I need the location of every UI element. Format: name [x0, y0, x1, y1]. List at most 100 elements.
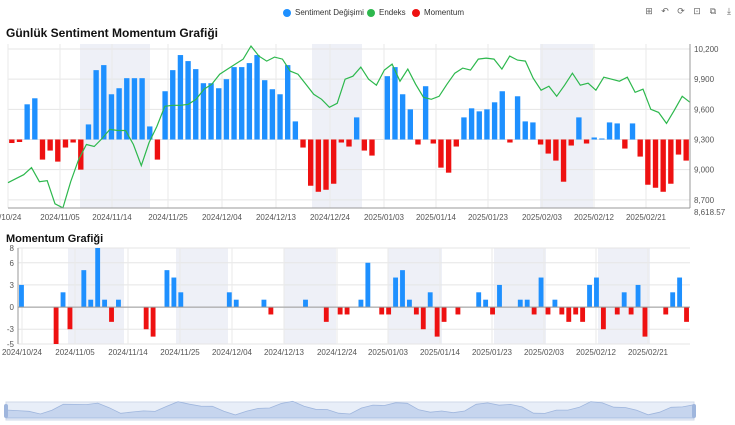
x-tick-label: 2025/02/03: [524, 348, 565, 357]
sentiment-bar: [193, 69, 199, 140]
momentum-positive-bar: [427, 292, 433, 308]
slider-handle-right: [692, 404, 696, 418]
x-tick-label: 2025/01/03: [364, 213, 405, 222]
restore-icon[interactable]: ⟳: [677, 6, 685, 16]
momentum-positive-bar: [621, 292, 627, 308]
y-tick-label: 0: [10, 303, 15, 312]
momentum-bar: [154, 139, 161, 160]
toolbox: ⊞ ↶ ⟳ ⊡ ⧉ ⤓: [644, 6, 734, 16]
momentum-negative-bar: [109, 307, 114, 322]
data-zoom-slider[interactable]: [0, 398, 735, 424]
sentiment-bar: [254, 55, 260, 140]
x-tick-label: 2024/12/04: [212, 348, 253, 357]
y-tick-label: -5: [7, 340, 15, 349]
momentum-positive-bar: [261, 299, 267, 308]
x-tick-label: 2024/12/13: [264, 348, 305, 357]
sentiment-bar: [461, 117, 467, 140]
momentum-negative-bar: [337, 307, 343, 315]
sentiment-bar: [599, 138, 605, 140]
save-image-icon[interactable]: ⤓: [727, 6, 731, 16]
momentum-negative-bar: [490, 307, 495, 315]
sentiment-bar: [131, 78, 138, 140]
sentiment-bar: [231, 67, 237, 140]
momentum-bar: [675, 139, 682, 155]
momentum-bar: [568, 139, 574, 146]
sentiment-bar: [629, 123, 636, 140]
legend-dot-icon: [412, 8, 420, 17]
momentum-positive-bar: [365, 262, 371, 308]
momentum-negative-bar: [143, 307, 149, 330]
y-tick-label: 9,000: [694, 166, 715, 175]
x-tick-label: 2024/12/04: [202, 213, 243, 222]
sentiment-bar: [262, 80, 268, 140]
momentum-bar: [560, 139, 567, 182]
x-tick-label: 2025/02/03: [522, 213, 563, 222]
momentum-negative-bar: [628, 307, 634, 315]
y-tick-label: 6: [10, 259, 15, 268]
sentiment-bar: [530, 122, 536, 140]
momentum-bar: [683, 139, 689, 161]
sentiment-bar: [407, 109, 413, 140]
legend-item[interactable]: Sentiment Değişimi: [283, 8, 364, 17]
momentum-bar: [660, 139, 666, 192]
momentum-positive-bar: [517, 299, 523, 308]
momentum-positive-bar: [102, 299, 108, 308]
momentum-negative-bar: [344, 307, 350, 315]
chart-1-title: Günlük Sentiment Momentum Grafiği: [6, 26, 219, 40]
sentiment-bar: [139, 78, 145, 140]
momentum-positive-bar: [587, 284, 592, 308]
sentiment-bar: [223, 79, 230, 140]
y-tick-label: -3: [7, 325, 15, 334]
sentiment-bar: [591, 137, 597, 140]
slider-preview-area: [5, 400, 695, 419]
momentum-bar: [55, 139, 61, 162]
sentiment-bar: [108, 94, 115, 140]
momentum-positive-bar: [400, 270, 405, 308]
line-type-icon[interactable]: ⧉: [709, 6, 717, 16]
momentum-positive-bar: [552, 299, 558, 308]
momentum-negative-bar: [455, 307, 461, 315]
momentum-bar: [537, 139, 544, 145]
momentum-bar: [415, 139, 421, 145]
sentiment-bar: [147, 126, 153, 140]
x-tick-label: 2024/11/25: [148, 213, 188, 222]
momentum-positive-bar: [233, 299, 239, 308]
sentiment-bar: [177, 55, 184, 140]
x-tick-label: 2025/02/12: [574, 213, 615, 222]
legend-label: Sentiment Değişimi: [295, 8, 364, 17]
zoom-select-icon[interactable]: ⊞: [645, 6, 653, 16]
momentum-negative-bar: [53, 307, 59, 344]
y-tick-label: 8,618.57: [694, 208, 726, 217]
x-tick-label: 2025/02/21: [628, 348, 669, 357]
zoom-reset-icon[interactable]: ↶: [661, 6, 669, 16]
momentum-positive-bar: [677, 277, 683, 308]
momentum-bar: [583, 139, 590, 144]
momentum-negative-bar: [268, 307, 274, 315]
momentum-negative-bar: [531, 307, 537, 315]
sentiment-bar: [484, 109, 490, 140]
y-tick-label: 9,600: [694, 105, 715, 114]
legend-label: Endeks: [379, 8, 406, 17]
shaded-band: [494, 248, 546, 344]
legend-item[interactable]: Endeks: [367, 8, 406, 17]
sentiment-bar: [246, 63, 253, 140]
momentum-positive-bar: [60, 292, 66, 308]
momentum-bar: [62, 139, 69, 148]
legend-item[interactable]: Momentum: [412, 8, 464, 17]
x-tick-label: 2025/02/21: [626, 213, 667, 222]
sentiment-bar: [353, 117, 360, 140]
momentum-bar: [430, 139, 436, 144]
momentum-bar: [553, 139, 559, 161]
sentiment-bar: [292, 121, 299, 140]
shaded-band: [80, 44, 150, 208]
sentiment-bar: [514, 96, 521, 140]
data-view-icon[interactable]: ⊡: [693, 6, 701, 16]
sentiment-bar: [499, 91, 505, 140]
momentum-negative-bar: [642, 307, 648, 337]
momentum-positive-bar: [538, 277, 544, 308]
momentum-positive-bar: [483, 299, 489, 308]
x-tick-label: 2025/01/23: [468, 213, 509, 222]
y-tick-label: 10,200: [694, 45, 719, 54]
momentum-negative-bar: [413, 307, 419, 315]
